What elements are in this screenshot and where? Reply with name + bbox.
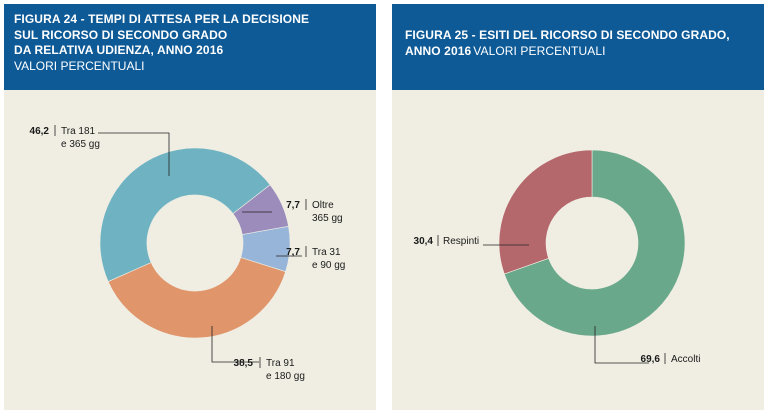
category-label-2-1: e 180 gg [266,371,305,382]
category-label-3-0: Tra 181 [61,126,96,137]
figure-24-header: FIGURA 24 - TEMPI DI ATTESA PER LA DECIS… [4,4,376,90]
category-label-0-1: 365 gg [312,213,343,224]
figure-25-panel: FIGURA 25 - ESITI DEL RICORSO DI SECONDO… [392,4,764,410]
category-label-1-0: Tra 31 [312,247,341,258]
figure-24-donut-chart: 7,7 Oltre 365 gg 7,7 Tra 31 e 90 gg 38,5 Tra 91… [30,125,345,382]
category-label-1-1: e 90 gg [312,260,345,271]
value-label-2: 38,5 [234,358,254,369]
figure-24-panel: FIGURA 24 - TEMPI DI ATTESA PER LA DECIS… [4,4,376,410]
category-label-1-0: Respinti [443,236,479,247]
value-label-3: 46,2 [30,126,50,137]
slice-accolti [503,149,686,337]
category-label-3-1: e 365 gg [61,139,100,150]
value-label-0: 7,7 [286,200,300,211]
figure-24-subtitle: VALORI PERCENTUALI [14,58,145,73]
category-label-0-0: Accolti [671,354,700,365]
category-label-2-0: Tra 91 [266,358,295,369]
figure-25-title-line-1: FIGURA 25 - ESITI DEL RICORSO DI SECONDO… [405,28,730,42]
figure-25-title-line-2-text: ANNO 2016 [405,43,472,58]
figure-24-title-line-3: DA RELATIVA UDIENZA, ANNO 2016 [14,43,224,57]
value-label-1: 7,7 [286,247,300,258]
slice-tra-91-e-180-gg [107,257,286,339]
figure-25-donut-chart: 69,6 Accolti 30,4 Respinti [414,149,700,365]
slice-respinti [498,149,593,275]
figure-25-header: FIGURA 25 - ESITI DEL RICORSO DI SECONDO… [392,4,764,90]
figure-25-title-line-2: ANNO 2016 VALORI PERCENTUALI [405,44,764,60]
value-label-1: 30,4 [414,236,434,247]
figure-24-title-line-1: FIGURA 24 - TEMPI DI ATTESA PER LA DECIS… [14,12,310,26]
figure-25-subtitle: VALORI PERCENTUALI [473,43,606,58]
leader-line-2 [211,326,259,363]
leader-line-0 [594,326,649,364]
figure-24-title-line-2: SUL RICORSO DI SECONDO GRADO [14,27,228,42]
value-label-0: 69,6 [641,354,661,365]
leader-line-3 [98,132,170,176]
slice-tra-181-e-365-gg [99,147,271,282]
category-label-0-0: Oltre [312,200,334,211]
